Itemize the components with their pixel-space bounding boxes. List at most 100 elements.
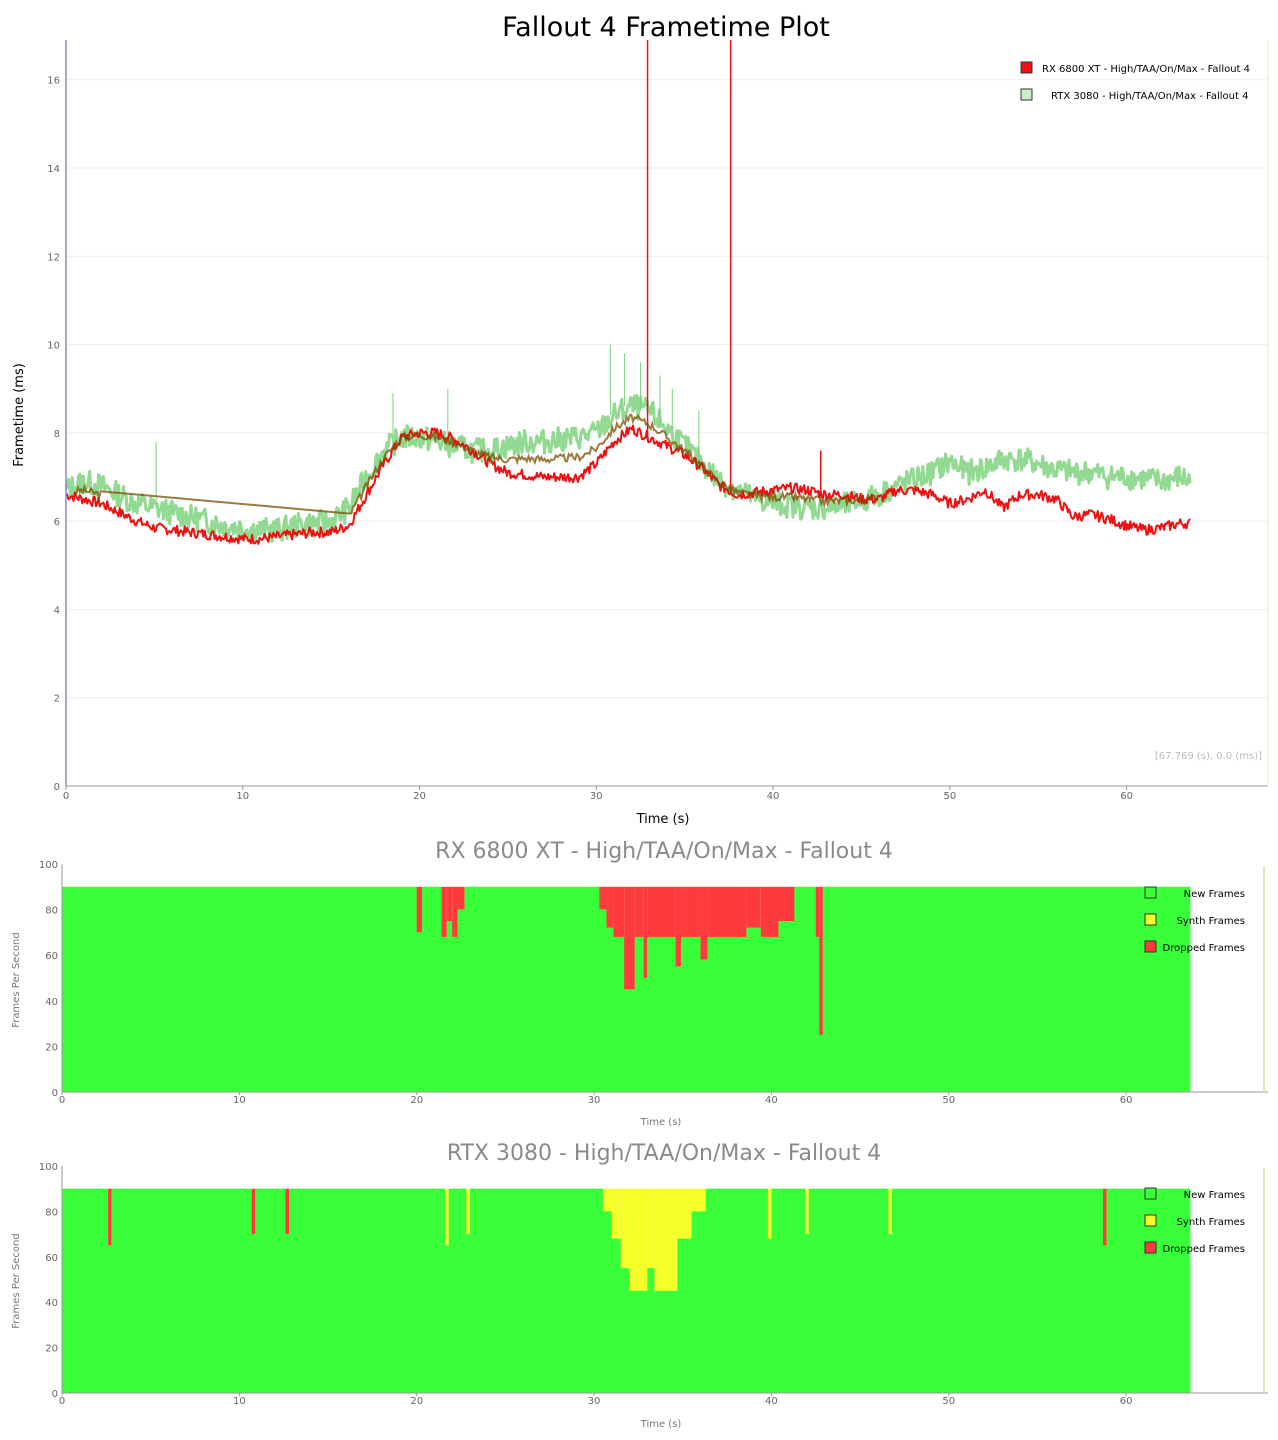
frametime-y-ticks: 0 2 4 6 8 10 12 14 16 bbox=[47, 76, 60, 793]
rx-fps-dropped-bar-14 bbox=[647, 886, 676, 937]
rtx-fps-y-ticks: 0 20 40 60 80 100 bbox=[39, 1162, 58, 1400]
frametime-plot: Fallout 4 Frametime Plot 0 10 20 30 40 50 60 0… bbox=[12, 12, 1269, 827]
rtx-fps-new-bar-0 bbox=[62, 1188, 109, 1393]
frametime-y-tick-0: 0 bbox=[54, 782, 60, 793]
frametime-legend[interactable]: RX 6800 XT - High/TAA/On/Max - Fallout 4… bbox=[1020, 61, 1250, 102]
rx-fps-dropped-bar-5 bbox=[452, 886, 458, 937]
frametime-x-tick-30: 30 bbox=[590, 791, 603, 802]
rtx-fps-y-tick-100: 100 bbox=[39, 1162, 58, 1173]
rtx-fps-new-bar-17 bbox=[677, 1238, 693, 1393]
legend-label-rtx: RTX 3080 - High/TAA/On/Max - Fallout 4 bbox=[1051, 91, 1248, 102]
rtx-legend-swatch-synth bbox=[1144, 1214, 1157, 1227]
rtx-fps-new-bar-22 bbox=[805, 1234, 810, 1393]
rx-fps-new-bar-9 bbox=[606, 927, 614, 1092]
rtx-fps-synth-bar-16 bbox=[654, 1188, 678, 1291]
rx-fps-dropped-bar-19 bbox=[746, 886, 761, 928]
rx-fps-chart-title: RX 6800 XT - High/TAA/On/Max - Fallout 4 bbox=[435, 839, 893, 864]
rx-fps-dropped-bar-24 bbox=[819, 886, 823, 1035]
rtx-fps-new-bar-13 bbox=[620, 1268, 630, 1393]
rtx-fps-synth-bar-17 bbox=[677, 1188, 692, 1239]
rx-fps-new-bar-13 bbox=[643, 978, 648, 1092]
rtx-fps-new-bar-16 bbox=[654, 1290, 678, 1393]
rtx-fps-y-tick-40: 40 bbox=[45, 1298, 58, 1309]
rx-fps-chart: RX 6800 XT - High/TAA/On/Max - Fallout 4… bbox=[11, 839, 1268, 1128]
rtx-fps-x-tick-30: 30 bbox=[588, 1396, 601, 1407]
rx-fps-new-bar-17 bbox=[700, 959, 708, 1092]
series-line-rx bbox=[65, 424, 1191, 545]
rx-fps-x-tick-20: 20 bbox=[410, 1095, 423, 1106]
rtx-legend-swatch-dropped bbox=[1144, 1241, 1157, 1254]
rtx-fps-new-bar-18 bbox=[691, 1211, 707, 1393]
rx-fps-new-bar-8 bbox=[599, 909, 607, 1092]
frametime-y-axis-label: Frametime (ms) bbox=[12, 363, 27, 467]
rtx-fps-new-bar-23 bbox=[808, 1188, 889, 1393]
rtx-fps-synth-bar-11 bbox=[602, 1188, 612, 1212]
series-overlap-line bbox=[74, 413, 879, 515]
rtx-fps-y-tick-20: 20 bbox=[45, 1344, 58, 1355]
rx-fps-new-bar-19 bbox=[746, 927, 762, 1092]
rx-fps-new-bar-5 bbox=[452, 936, 458, 1092]
rx-fps-dropped-bar-4 bbox=[446, 886, 453, 921]
rtx-fps-new-bar-20 bbox=[767, 1238, 772, 1393]
rtx-fps-x-tick-60: 60 bbox=[1120, 1396, 1133, 1407]
frametime-cursor-readout: [67.769 (s), 0.0 (ms)] bbox=[1155, 751, 1262, 762]
rtx-fps-bars bbox=[62, 1188, 1191, 1393]
rtx-fps-x-tick-20: 20 bbox=[410, 1396, 423, 1407]
frametime-y-tick-6: 6 bbox=[54, 517, 60, 528]
rtx-fps-synth-bar-12 bbox=[611, 1188, 621, 1239]
rtx-fps-new-bar-6 bbox=[289, 1188, 446, 1393]
rtx-fps-new-bar-15 bbox=[647, 1268, 655, 1393]
rx-fps-dropped-bar-20 bbox=[760, 886, 779, 937]
frametime-x-tick-40: 40 bbox=[767, 791, 780, 802]
rtx-fps-synth-bar-22 bbox=[805, 1188, 809, 1235]
rtx-fps-dropped-bar-26 bbox=[1103, 1188, 1107, 1246]
rtx-fps-synth-bar-14 bbox=[629, 1188, 648, 1291]
rx-fps-dropped-bar-23 bbox=[815, 886, 820, 937]
rx-fps-x-tick-40: 40 bbox=[765, 1095, 778, 1106]
rtx-fps-x-ticks: 0 10 20 30 40 50 60 bbox=[59, 1393, 1133, 1407]
rx-fps-x-axis-label: Time (s) bbox=[640, 1117, 682, 1128]
rtx-fps-x-tick-50: 50 bbox=[942, 1396, 955, 1407]
rtx-fps-synth-bar-9 bbox=[466, 1188, 470, 1235]
rtx-fps-new-bar-24 bbox=[888, 1234, 893, 1393]
rtx-fps-dropped-bar-5 bbox=[285, 1188, 290, 1235]
rx-fps-x-ticks: 0 10 20 30 40 50 60 bbox=[59, 1092, 1133, 1106]
rtx-fps-new-bar-9 bbox=[466, 1234, 471, 1393]
rx-legend-label-dropped: Dropped Frames bbox=[1163, 943, 1245, 954]
rtx-fps-x-tick-40: 40 bbox=[765, 1396, 778, 1407]
rx-fps-dropped-bar-8 bbox=[599, 886, 607, 910]
rtx-fps-new-bar-3 bbox=[251, 1234, 256, 1393]
rx-fps-dropped-bar-18 bbox=[707, 886, 747, 937]
frametime-x-axis-label: Time (s) bbox=[636, 812, 690, 827]
rtx-fps-new-bar-2 bbox=[111, 1188, 253, 1393]
rtx-fps-synth-bar-18 bbox=[691, 1188, 706, 1212]
rtx-fps-legend[interactable]: New Frames Synth Frames Dropped Frames bbox=[1144, 1187, 1245, 1255]
rx-fps-legend[interactable]: New Frames Synth Frames Dropped Frames bbox=[1144, 886, 1245, 954]
rx-fps-x-tick-30: 30 bbox=[588, 1095, 601, 1106]
frametime-y-tick-14: 14 bbox=[47, 164, 60, 175]
frametime-chart-title: Fallout 4 Frametime Plot bbox=[502, 12, 830, 43]
rx-fps-x-tick-60: 60 bbox=[1120, 1095, 1133, 1106]
frametime-x-tick-50: 50 bbox=[943, 791, 956, 802]
rtx-fps-new-bar-14 bbox=[629, 1290, 648, 1393]
rx-fps-dropped-bar-10 bbox=[613, 886, 625, 937]
rtx-fps-synth-bar-24 bbox=[888, 1188, 893, 1235]
frametime-y-tick-2: 2 bbox=[54, 694, 60, 705]
frametime-x-tick-20: 20 bbox=[413, 791, 426, 802]
legend-swatch-rtx bbox=[1020, 88, 1033, 101]
rtx-fps-new-bar-21 bbox=[771, 1188, 806, 1393]
rx-fps-x-tick-0: 0 bbox=[59, 1095, 65, 1106]
rtx-legend-label-new: New Frames bbox=[1184, 1190, 1245, 1201]
rx-fps-y-axis-label: Frames Per Second bbox=[11, 932, 22, 1027]
rx-fps-new-bar-6 bbox=[457, 909, 465, 1092]
rx-fps-y-tick-60: 60 bbox=[45, 951, 58, 962]
rtx-fps-new-bar-1 bbox=[108, 1245, 113, 1393]
rx-fps-y-tick-80: 80 bbox=[45, 906, 58, 917]
rx-fps-dropped-bar-13 bbox=[643, 886, 648, 978]
rx-legend-swatch-dropped bbox=[1144, 940, 1157, 953]
rtx-legend-swatch-new bbox=[1144, 1187, 1157, 1200]
rx-fps-new-bar-1 bbox=[416, 932, 423, 1092]
rx-fps-x-tick-50: 50 bbox=[942, 1095, 955, 1106]
rx-fps-y-tick-100: 100 bbox=[39, 860, 58, 871]
rtx-fps-new-bar-26 bbox=[1103, 1245, 1108, 1393]
